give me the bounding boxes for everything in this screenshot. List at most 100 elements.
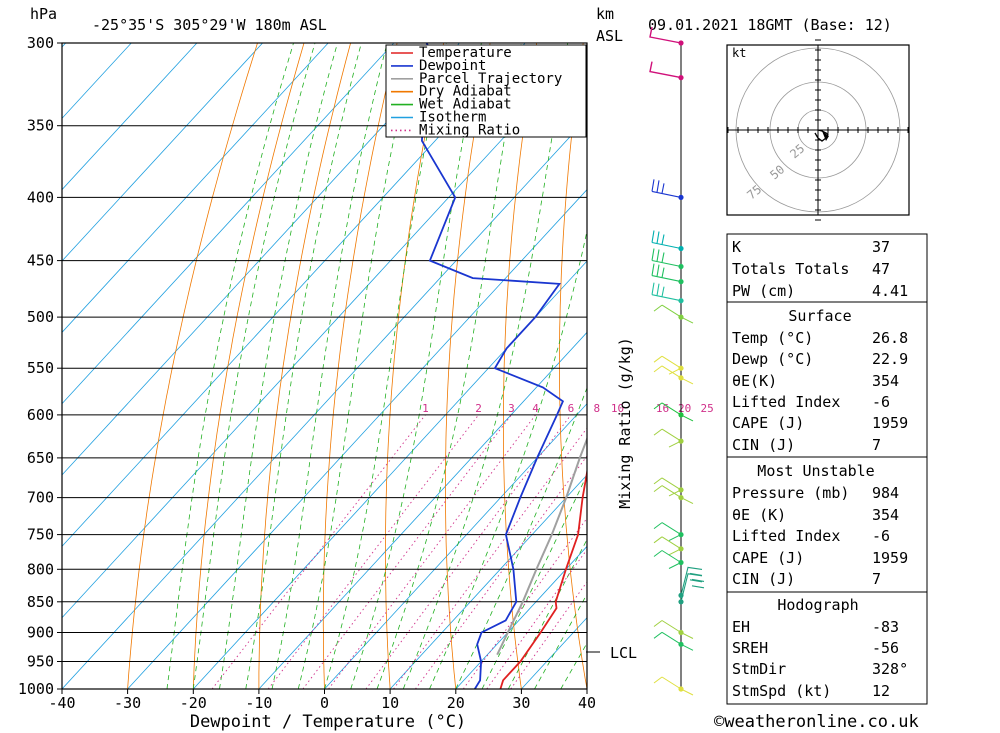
wet-adiabat-line [455, 386, 587, 689]
wind-barb [653, 536, 682, 556]
wet-adiabat-line [350, 43, 482, 689]
mu-cape-label: CAPE (J) [732, 549, 804, 567]
stmdir-label: StmDir [732, 660, 786, 678]
mu-cin-label: CIN (J) [732, 570, 795, 588]
mu-thetae-label: θE (K) [732, 506, 786, 524]
isotherm-line [258, 331, 587, 689]
hodograph: kt 25 50 75 [726, 39, 910, 221]
plot-frame [61, 42, 588, 690]
wind-barb [653, 477, 682, 497]
isotherm-line [62, 43, 132, 119]
x-tick-label: 20 [447, 694, 465, 712]
temperature-line [499, 467, 587, 689]
mu-thetae-value: 354 [872, 506, 899, 524]
x-tick-label: 40 [578, 694, 596, 712]
isotherm-line [62, 43, 198, 191]
mixing-ratio-line [211, 414, 426, 689]
legend-entry: Temperature [419, 45, 512, 61]
asl-label: ASL [596, 27, 623, 45]
hpa-label: hPa [30, 5, 57, 23]
isotherm-line [62, 43, 526, 547]
y-tick-label: 600 [27, 406, 54, 424]
wind-barb [653, 522, 682, 542]
dry-adiabat-line [127, 43, 258, 689]
y-tick-label: 950 [27, 653, 54, 671]
wet-adiabat-line [219, 43, 338, 689]
surface-title: Surface [788, 307, 851, 325]
y-tick-label: 400 [27, 188, 54, 206]
isotherm-line [324, 403, 587, 689]
mu-pressure-label: Pressure (mb) [732, 484, 849, 502]
mixing-ratio-tick-label: 8 [593, 402, 600, 415]
copyright-link[interactable]: ©weatheronline.co.uk [714, 712, 919, 732]
surface-cin-label: CIN (J) [732, 436, 795, 454]
eh-value: -83 [872, 618, 899, 636]
wind-barb [653, 620, 694, 639]
legend-entry: Dewpoint [419, 58, 486, 74]
isotherm-line [193, 260, 587, 689]
surface-cin-value: 7 [872, 436, 881, 454]
wind-barb [653, 631, 694, 651]
y-tick-label: 350 [27, 117, 54, 135]
wind-barb [653, 355, 682, 375]
mixing-ratio-line [393, 427, 587, 689]
pw-value: 4.41 [872, 282, 908, 300]
mixing-ratio-axis-title: Mixing Ratio (g/kg) [616, 337, 634, 509]
mixing-ratio-line [486, 548, 587, 689]
pressure-axis: 300 350 400 450 500 550 600 650 700 750 800 850 900 9… [18, 34, 62, 698]
isotherm-line [62, 46, 587, 619]
location-title: -25°35'S 305°29'W 180m ASL [92, 16, 327, 34]
y-tick-label: 850 [27, 593, 54, 611]
y-tick-label: 750 [27, 526, 54, 544]
mu-cape-value: 1959 [872, 549, 908, 567]
km-label: km [596, 5, 614, 23]
isobars [62, 42, 587, 690]
x-axis-title: Dewpoint / Temperature (°C) [190, 712, 466, 732]
temperature-axis: -40 -30 -20 -10 0 10 20 30 40 [48, 689, 596, 712]
isotherm-line [62, 117, 587, 689]
mixing-ratio-line [328, 414, 536, 689]
x-tick-label: 30 [512, 694, 530, 712]
legend-entry: Mixing Ratio [419, 122, 520, 138]
wind-barb [653, 304, 694, 324]
mixing-ratio-tick-label: 10 [611, 402, 624, 415]
dewpoint-line [420, 43, 565, 689]
x-tick-label: 10 [381, 694, 399, 712]
wind-barb [649, 61, 682, 79]
indices-table: K 37 Totals Totals 47 PW (cm) 4.41 Surfa… [726, 233, 928, 705]
wind-barb [653, 365, 694, 385]
y-tick-label: 700 [27, 489, 54, 507]
most-unstable-title: Most Unstable [757, 462, 874, 480]
isotherm-line [62, 43, 329, 333]
y-tick-label: 1000 [18, 680, 54, 698]
surface-thetae-label: θE(K) [732, 372, 777, 390]
legend-entry: Wet Adiabat [419, 97, 512, 113]
storm-motion-marker [822, 131, 829, 141]
wet-adiabat-line [245, 43, 362, 689]
y-tick-label: 900 [27, 624, 54, 642]
dry-adiabat-line [559, 43, 587, 689]
wet-adiabat-line [297, 43, 416, 689]
y-tick-label: 500 [27, 308, 54, 326]
surface-temp-label: Temp (°C) [732, 329, 813, 347]
surface-li-value: -6 [872, 393, 890, 411]
legend-entry: Dry Adiabat [419, 84, 512, 100]
stmspd-label: StmSpd (kt) [732, 682, 831, 700]
x-tick-label: -30 [114, 694, 141, 712]
y-tick-label: 800 [27, 560, 54, 578]
mixing-ratio-tick-label: 2 [475, 402, 482, 415]
wet-adiabat-line [429, 228, 587, 689]
wet-adiabat-line [481, 473, 587, 689]
wind-barb [653, 676, 694, 696]
eh-label: EH [732, 618, 750, 636]
isotherm-line [127, 189, 587, 689]
wind-profile [649, 26, 705, 696]
surface-cape-value: 1959 [872, 414, 908, 432]
mixing-ratio-line [462, 517, 587, 689]
totals-totals-value: 47 [872, 260, 890, 278]
x-tick-label: -10 [245, 694, 272, 712]
wind-barb [651, 282, 682, 302]
wind-barb [653, 550, 682, 569]
legend-entry: Parcel Trajectory [419, 71, 562, 87]
